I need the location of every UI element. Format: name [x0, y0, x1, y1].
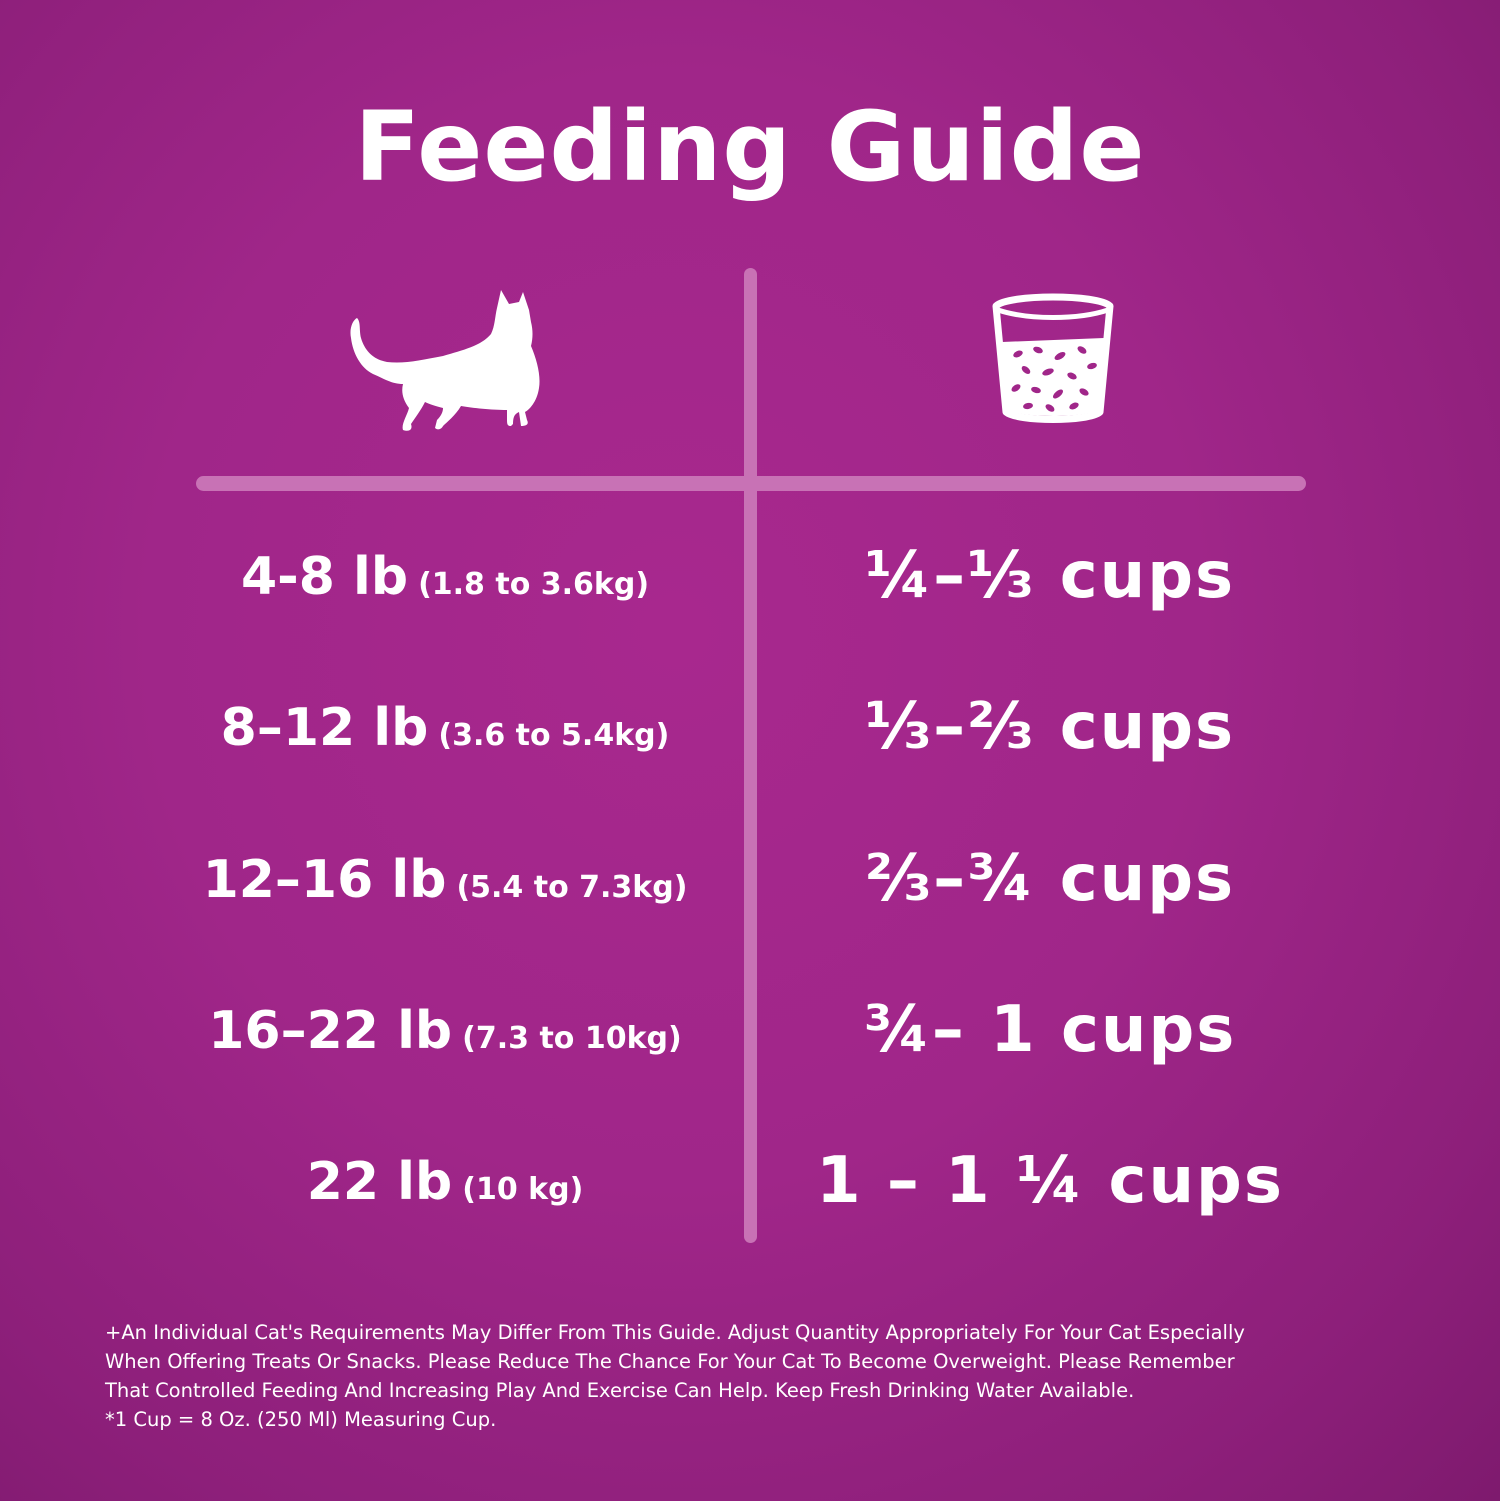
page-title: Feeding Guide: [354, 91, 1146, 203]
weight-lb: 8–12 lb: [220, 698, 429, 758]
footnote-line: When Offering Treats Or Snacks. Please R…: [105, 1350, 1235, 1373]
weight-lb: 22 lb: [306, 1152, 453, 1212]
vertical-divider: [744, 268, 757, 1243]
amount-cell: ¾– 1 cups: [863, 993, 1237, 1067]
weight-lb: 4-8 lb: [240, 547, 409, 607]
table-row: 4-8 lb (1.8 to 3.6kg) ¼–⅓ cups: [0, 525, 1500, 625]
table-row: 22 lb (10 kg) 1 – 1 ¼ cups: [0, 1130, 1500, 1230]
weight-cell: 4-8 lb (1.8 to 3.6kg): [120, 547, 770, 607]
horizontal-divider: [196, 476, 1306, 491]
weight-cell: 22 lb (10 kg): [120, 1152, 770, 1212]
measuring-cup-icon: [992, 293, 1114, 423]
footnote-line: +An Individual Cat's Requirements May Di…: [105, 1321, 1245, 1344]
weight-kg: (5.4 to 7.3kg): [456, 870, 688, 905]
footnote-line: *1 Cup = 8 Oz. (250 Ml) Measuring Cup.: [105, 1408, 497, 1431]
amount-cell: ⅔–¾ cups: [864, 842, 1236, 916]
weight-kg: (3.6 to 5.4kg): [438, 718, 670, 753]
footnote-line: That Controlled Feeding And Increasing P…: [105, 1379, 1135, 1402]
weight-kg: (1.8 to 3.6kg): [418, 567, 650, 602]
amount-cell: ¼–⅓ cups: [864, 539, 1236, 613]
amount-cell: ⅓–⅔ cups: [864, 690, 1236, 764]
weight-lb: 16–22 lb: [208, 1001, 453, 1061]
weight-lb: 12–16 lb: [202, 850, 447, 910]
weight-cell: 16–22 lb (7.3 to 10kg): [120, 1001, 770, 1061]
amount-cell: 1 – 1 ¼ cups: [816, 1144, 1284, 1218]
weight-cell: 12–16 lb (5.4 to 7.3kg): [120, 850, 770, 910]
disclaimer-footnote: +An Individual Cat's Requirements May Di…: [105, 1318, 1445, 1434]
cat-icon: [350, 290, 540, 431]
weight-kg: (10 kg): [462, 1172, 584, 1207]
table-row: 12–16 lb (5.4 to 7.3kg) ⅔–¾ cups: [0, 828, 1500, 928]
table-row: 8–12 lb (3.6 to 5.4kg) ⅓–⅔ cups: [0, 676, 1500, 776]
weight-kg: (7.3 to 10kg): [462, 1021, 682, 1056]
table-row: 16–22 lb (7.3 to 10kg) ¾– 1 cups: [0, 979, 1500, 1079]
weight-cell: 8–12 lb (3.6 to 5.4kg): [120, 698, 770, 758]
